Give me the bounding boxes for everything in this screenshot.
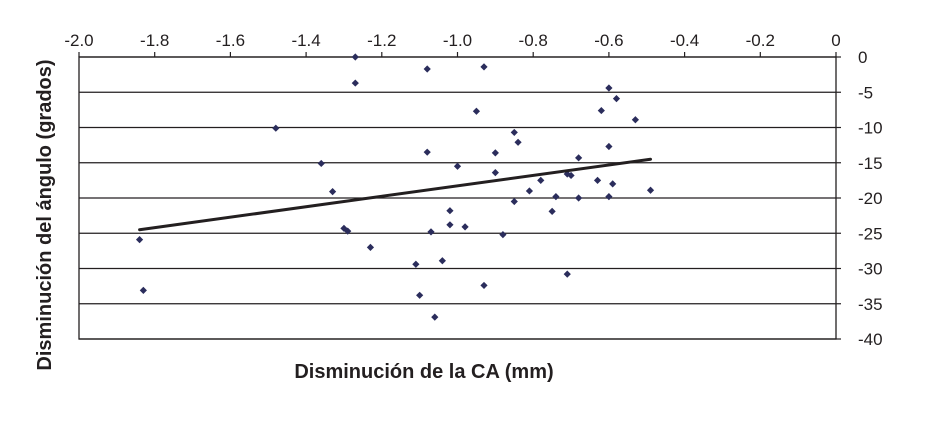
x-tick-label: -0.2 bbox=[746, 31, 775, 50]
data-point bbox=[423, 148, 431, 156]
x-tick-label: -1.4 bbox=[291, 31, 320, 50]
x-tick-label: -1.6 bbox=[216, 31, 245, 50]
data-point bbox=[491, 149, 499, 157]
data-point bbox=[135, 235, 144, 244]
x-tick-label: 0 bbox=[831, 31, 840, 50]
data-point bbox=[423, 65, 431, 73]
data-point bbox=[366, 243, 375, 251]
y-tick-label: -40 bbox=[858, 330, 883, 349]
data-point bbox=[605, 142, 613, 151]
data-point bbox=[646, 186, 655, 194]
data-point bbox=[491, 169, 499, 177]
x-tick-label: -2.0 bbox=[64, 31, 93, 50]
data-point bbox=[548, 207, 556, 215]
y-tick-label: -5 bbox=[858, 83, 873, 102]
data-point bbox=[575, 194, 583, 202]
data-point bbox=[446, 221, 454, 229]
data-point bbox=[328, 188, 337, 196]
data-point bbox=[431, 313, 439, 321]
data-point bbox=[612, 94, 621, 103]
x-tick-label: -1.8 bbox=[140, 31, 169, 50]
y-tick-label: -15 bbox=[858, 154, 883, 173]
data-point bbox=[537, 176, 545, 184]
y-tick-label: -25 bbox=[858, 224, 883, 243]
x-axis-title: Disminución de la CA (mm) bbox=[294, 361, 553, 383]
data-point bbox=[438, 257, 446, 265]
y-tick-label: -30 bbox=[858, 260, 883, 279]
data-point bbox=[510, 197, 518, 206]
data-point bbox=[514, 138, 522, 146]
data-point bbox=[480, 281, 488, 290]
x-axis-ticks: -2.0 -1.8 -1.6 -1.4 -1.2 -1.0 -0.8 -0.6 -0.4 -0.2… bbox=[64, 31, 841, 57]
x-tick-label: -1.2 bbox=[367, 31, 396, 50]
data-point bbox=[446, 207, 454, 215]
data-point bbox=[139, 286, 147, 294]
data-point bbox=[605, 84, 613, 92]
data-point bbox=[499, 231, 507, 239]
data-point bbox=[351, 79, 359, 87]
data-point bbox=[552, 192, 560, 201]
data-point bbox=[510, 128, 518, 137]
data-point bbox=[597, 106, 605, 115]
data-point bbox=[272, 124, 280, 132]
x-tick-label: -0.6 bbox=[594, 31, 623, 50]
data-points bbox=[135, 53, 655, 321]
data-point bbox=[575, 154, 583, 162]
data-point bbox=[567, 171, 575, 180]
y-axis-title: Disminución del ángulo (grados) bbox=[34, 59, 56, 370]
data-point bbox=[525, 187, 534, 195]
data-point bbox=[412, 260, 420, 268]
data-point bbox=[609, 180, 617, 188]
data-point bbox=[480, 63, 488, 71]
data-point bbox=[563, 270, 571, 278]
data-point bbox=[351, 53, 359, 61]
data-point bbox=[461, 223, 469, 231]
data-point bbox=[593, 176, 602, 184]
data-point bbox=[631, 116, 639, 124]
x-tick-label: -0.8 bbox=[519, 31, 548, 50]
data-point bbox=[453, 162, 462, 170]
data-point bbox=[344, 227, 352, 235]
x-tick-label: -1.0 bbox=[443, 31, 472, 50]
data-point bbox=[317, 159, 325, 168]
data-point bbox=[416, 291, 424, 299]
y-axis-ticks: 0 -5 -10 -15 -20 -25 -30 -35 -40 bbox=[836, 48, 883, 349]
y-tick-label: -10 bbox=[858, 119, 883, 138]
data-point bbox=[472, 107, 481, 115]
y-tick-label: 0 bbox=[858, 48, 867, 67]
trend-line bbox=[138, 157, 653, 232]
y-tick-label: -20 bbox=[858, 189, 883, 208]
y-tick-label: -35 bbox=[858, 295, 883, 314]
data-point bbox=[427, 228, 435, 236]
data-point bbox=[605, 192, 613, 201]
x-tick-label: -0.4 bbox=[670, 31, 699, 50]
